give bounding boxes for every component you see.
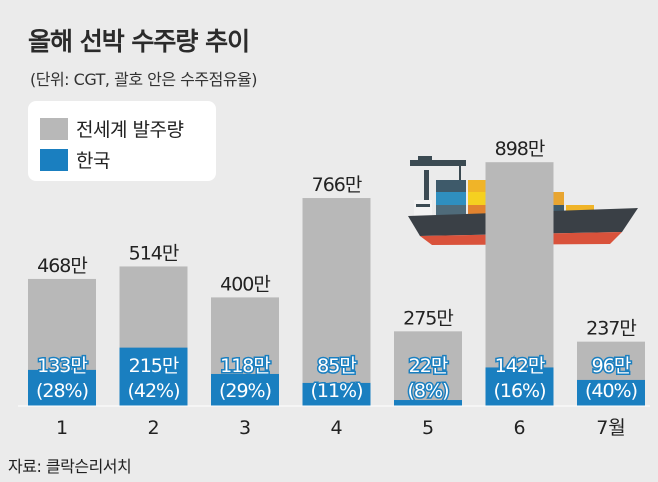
korea-share-label: (11%): [310, 380, 362, 402]
korea-bar: [211, 373, 279, 406]
world-bar: [485, 162, 554, 406]
korea-value-label: 133만: [37, 355, 87, 377]
korea-bar: [394, 400, 462, 406]
korea-value-label: 96만: [592, 355, 631, 377]
legend-label-world: 전세계 발주량: [76, 119, 184, 141]
world-value-label: 400만: [220, 273, 270, 295]
source-note: 자료: 클락슨리서치: [8, 457, 132, 476]
world-value-label: 514만: [129, 242, 179, 264]
world-value-label: 898만: [495, 138, 545, 160]
x-tick-label: 5: [422, 417, 434, 439]
korea-share-label: (42%): [127, 380, 179, 402]
korea-bar: [119, 347, 188, 406]
world-value-label: 237만: [586, 318, 636, 340]
korea-bar: [28, 369, 96, 406]
korea-bar: [302, 382, 371, 406]
korea-share-label: (29%): [219, 380, 271, 402]
korea-value-label: 118만: [220, 355, 270, 377]
legend-swatch-korea: [40, 148, 68, 171]
x-tick-label: 2: [147, 417, 159, 439]
korea-value-label: 85만: [317, 355, 356, 377]
x-tick-label: 3: [239, 417, 251, 439]
world-value-label: 766만: [312, 174, 362, 196]
korea-bar: [577, 379, 645, 406]
korea-value-label: 22만: [409, 355, 448, 377]
world-value-label: 468만: [37, 255, 87, 277]
chart-subtitle: (단위: CGT, 괄호 안은 수주점유율): [30, 70, 258, 89]
x-tick-label: 7월: [596, 417, 626, 439]
legend: 전세계 발주량 한국: [28, 101, 216, 181]
korea-value-label: 215만: [129, 355, 179, 377]
world-value-label: 275만: [403, 307, 453, 329]
legend-item-world: 전세계 발주량: [40, 115, 184, 142]
korea-share-label: (8%): [408, 380, 449, 402]
korea-share-label: (28%): [36, 380, 88, 402]
world-bar: [394, 331, 462, 406]
chart-title: 올해 선박 수주량 추이: [28, 27, 250, 56]
legend-label-korea: 한국: [76, 150, 110, 172]
x-tick-label: 4: [330, 417, 342, 439]
korea-share-label: (16%): [493, 380, 545, 402]
korea-share-label: (40%): [585, 380, 637, 402]
x-tick-label: 6: [513, 417, 525, 439]
legend-item-korea: 한국: [40, 146, 110, 173]
korea-value-label: 142만: [495, 355, 545, 377]
x-tick-label: 1: [56, 417, 68, 439]
korea-bar: [485, 367, 554, 406]
world-bar: [302, 198, 371, 406]
legend-swatch-world: [40, 117, 68, 140]
